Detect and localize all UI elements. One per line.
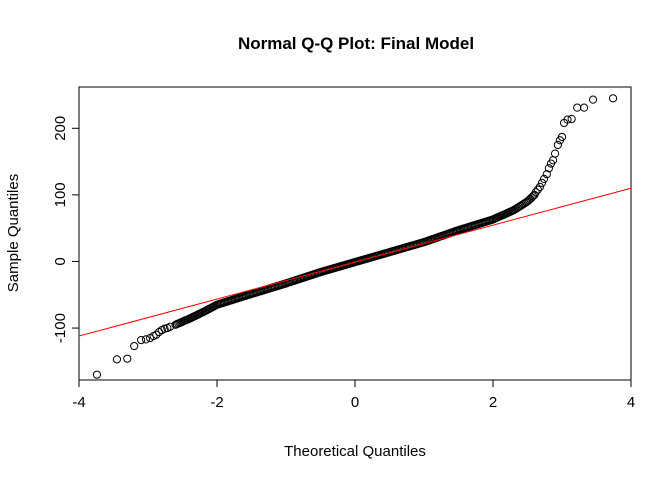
data-point [123, 354, 132, 363]
y-axis: -100 0 100 200 [52, 116, 80, 343]
y-axis-label: Sample Quantiles [5, 174, 22, 292]
x-tick-label: 2 [489, 394, 497, 411]
data-point [531, 188, 540, 197]
data-point [535, 182, 545, 191]
chart-title: Normal Q-Q Plot: Final Model [238, 34, 474, 53]
data-point [165, 322, 175, 331]
data-point [130, 341, 139, 351]
data-point [551, 149, 560, 158]
reference-line-group [78, 187, 632, 337]
data-point [141, 335, 151, 344]
data-point [563, 115, 572, 124]
data-points [92, 94, 618, 379]
data-point [92, 370, 102, 379]
data-point [527, 193, 536, 202]
x-tick-label: -2 [210, 394, 223, 411]
data-point [544, 164, 553, 173]
y-tick-label: 100 [52, 182, 69, 207]
x-tick-label: 0 [351, 394, 359, 411]
y-tick-label: 0 [52, 257, 69, 265]
data-point [553, 140, 562, 150]
data-point [573, 103, 582, 112]
data-point [533, 185, 542, 194]
y-tick-label: -100 [52, 313, 69, 343]
data-point [539, 174, 549, 183]
reference-line [78, 187, 632, 337]
data-point [137, 335, 146, 345]
plot-frame [78, 86, 632, 381]
data-point [567, 114, 576, 124]
data-point [112, 355, 122, 364]
data-point [152, 330, 161, 339]
data-point [537, 178, 547, 187]
x-tick-label: -4 [72, 394, 85, 411]
x-axis: -4 -2 0 2 4 [72, 379, 635, 411]
data-point [579, 103, 589, 112]
data-point [588, 95, 598, 104]
data-point [542, 170, 551, 179]
data-point [557, 132, 567, 142]
data-point [608, 94, 618, 103]
y-tick-label: 200 [52, 116, 69, 141]
x-tick-label: 4 [627, 394, 635, 411]
x-axis-label: Theoretical Quantiles [284, 443, 426, 460]
